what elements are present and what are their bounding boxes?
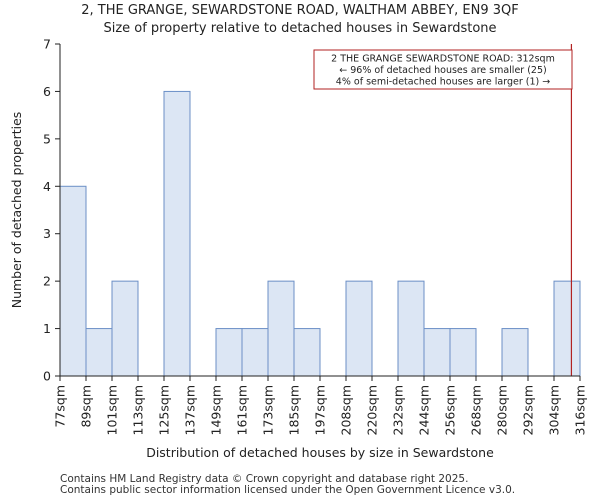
x-tick-label: 232sqm — [391, 385, 406, 435]
x-tick-label: 292sqm — [521, 385, 536, 435]
x-tick-label: 161sqm — [235, 385, 250, 435]
bar-125sqm — [163, 90, 191, 377]
x-axis-label: Distribution of detached houses by size … — [146, 445, 494, 460]
bar-232sqm — [397, 280, 425, 377]
y-tick-label: 1 — [43, 321, 51, 336]
bar-161sqm — [241, 328, 269, 377]
y-tick-label: 6 — [43, 84, 51, 99]
x-tick-label: 208sqm — [339, 385, 354, 435]
x-tick-label: 197sqm — [313, 385, 328, 435]
x-tick-label: 173sqm — [261, 385, 276, 435]
x-ticks-group: 77sqm 89sqm 101sqm 113sqm 125sqm 137sqm 149sqm… — [53, 376, 588, 435]
bar-244sqm — [423, 328, 451, 377]
x-tick-label: 244sqm — [417, 385, 432, 435]
x-tick-label: 101sqm — [105, 385, 120, 435]
x-tick-label: 304sqm — [547, 385, 562, 435]
x-tick-label: 125sqm — [157, 385, 172, 435]
x-tick-label: 280sqm — [495, 385, 510, 435]
y-tick-label: 0 — [43, 369, 51, 384]
x-tick-label: 149sqm — [209, 385, 224, 435]
bars-group — [59, 90, 581, 377]
annotation-line-2: ← 96% of detached houses are smaller (25… — [339, 65, 546, 76]
y-ticks-group: 0 1 2 3 4 5 6 7 — [43, 37, 60, 384]
y-tick-label: 7 — [43, 37, 51, 52]
x-tick-label: 185sqm — [287, 385, 302, 435]
x-tick-label: 113sqm — [131, 385, 146, 435]
bar-304sqm — [553, 280, 581, 377]
chart-title: 2, THE GRANGE, SEWARDSTONE ROAD, WALTHAM… — [81, 3, 519, 18]
y-tick-label: 3 — [43, 226, 51, 241]
bar-256sqm — [449, 328, 477, 377]
bar-173sqm — [267, 280, 295, 377]
bar-208sqm — [345, 280, 373, 377]
chart-subtitle: Size of property relative to detached ho… — [103, 21, 497, 36]
x-tick-label: 220sqm — [365, 385, 380, 435]
bar-149sqm — [215, 328, 243, 377]
x-tick-label: 256sqm — [443, 385, 458, 435]
bar-185sqm — [293, 328, 321, 377]
annotation-line-3: 4% of semi-detached houses are larger (1… — [336, 77, 550, 88]
footer-line-1: Contains HM Land Registry data © Crown c… — [60, 473, 469, 485]
y-tick-label: 2 — [43, 274, 51, 289]
bar-89sqm — [85, 328, 113, 377]
y-axis-label: Number of detached properties — [9, 112, 24, 309]
bar-77sqm — [59, 185, 87, 377]
x-tick-label: 77sqm — [53, 385, 68, 428]
y-tick-label: 5 — [43, 131, 51, 146]
x-tick-label: 89sqm — [79, 385, 94, 428]
x-tick-label: 137sqm — [183, 385, 198, 435]
footer-line-2: Contains public sector information licen… — [60, 484, 516, 496]
x-tick-label: 268sqm — [469, 385, 484, 435]
y-tick-label: 4 — [43, 179, 51, 194]
bar-101sqm — [111, 280, 139, 377]
annotation-box: 2 THE GRANGE SEWARDSTONE ROAD: 312sqm ← … — [313, 49, 573, 90]
annotation-line-1: 2 THE GRANGE SEWARDSTONE ROAD: 312sqm — [331, 54, 555, 65]
x-tick-label: 316sqm — [573, 385, 588, 435]
bar-280sqm — [501, 328, 529, 377]
